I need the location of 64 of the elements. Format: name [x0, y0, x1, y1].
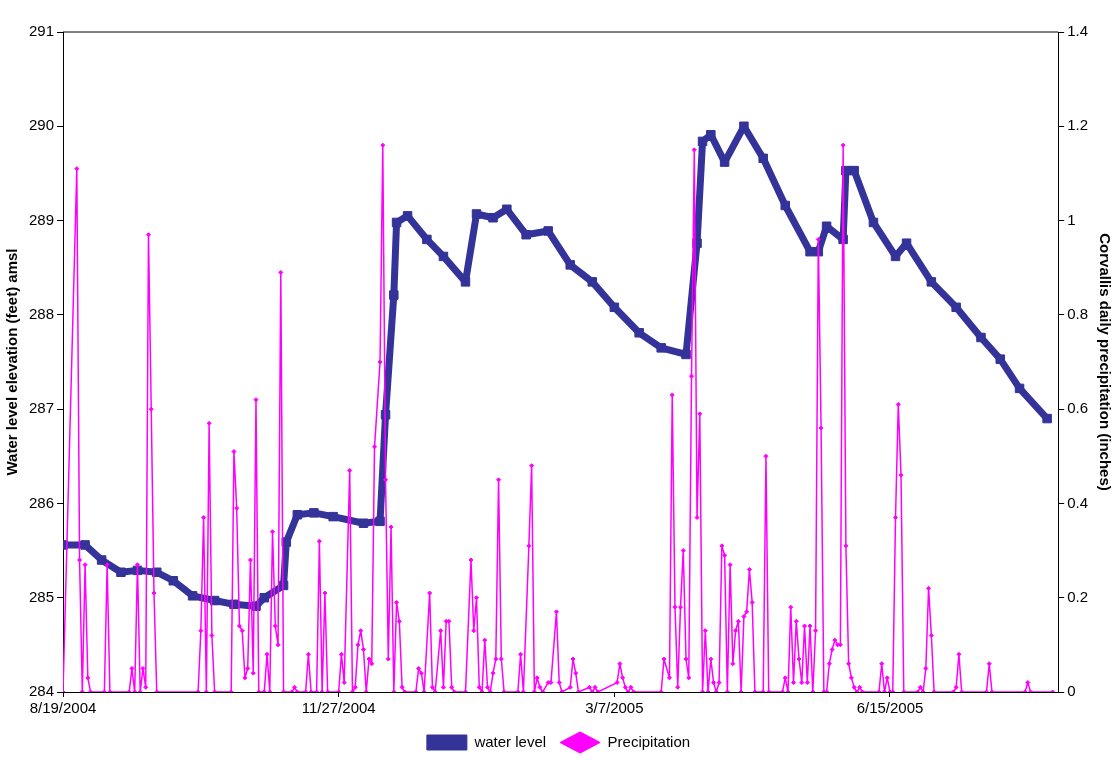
x-tick-label: 8/19/2004	[29, 699, 97, 717]
y-axis-title: Water level elevation (feet) amsl	[3, 248, 21, 476]
point	[926, 277, 937, 287]
x-tick-label: 11/27/2004	[301, 699, 376, 717]
point	[422, 234, 432, 245]
point	[543, 226, 553, 236]
y-tick-label: 286	[29, 493, 55, 511]
point	[292, 510, 303, 520]
point	[521, 229, 531, 240]
y-tick-label: 289	[29, 210, 55, 228]
point	[995, 354, 1005, 364]
point	[951, 302, 961, 313]
point	[96, 555, 107, 565]
y-tick-label: 288	[29, 305, 55, 322]
point	[116, 567, 126, 577]
y2-tick-label: 0	[1067, 682, 1076, 700]
y2-axis-title: Corvallis daily precipitation (inches)	[1096, 233, 1114, 491]
y2-tick-label: 1.2	[1067, 116, 1089, 134]
point	[259, 592, 269, 603]
point	[609, 302, 620, 313]
y2-tick-label: 1	[1067, 210, 1076, 228]
point	[849, 165, 859, 176]
point	[780, 200, 790, 211]
point	[868, 217, 879, 228]
point	[488, 213, 498, 223]
y2-tick-label: 0.4	[1067, 493, 1089, 511]
y-tick-label: 285	[29, 587, 55, 605]
point	[375, 516, 385, 527]
point	[805, 246, 815, 257]
point	[402, 211, 413, 221]
point	[681, 349, 691, 360]
point	[309, 508, 319, 518]
point	[438, 251, 449, 262]
y-tick-label: 287	[29, 399, 55, 417]
point	[460, 277, 471, 287]
point	[187, 591, 198, 601]
y-tick-label: 284	[29, 682, 55, 700]
point	[1042, 413, 1052, 424]
y-tick-label: 291	[29, 22, 55, 40]
point	[821, 221, 832, 231]
point	[389, 290, 399, 300]
point	[634, 328, 644, 338]
y2-tick-label: 1.4	[1067, 22, 1089, 40]
point	[168, 576, 179, 586]
point	[587, 277, 598, 287]
y2-tick-label: 0.6	[1067, 399, 1089, 417]
point	[1014, 383, 1025, 394]
point	[656, 343, 666, 353]
point	[391, 217, 402, 228]
point	[758, 153, 768, 164]
y-tick-label: 290	[29, 116, 55, 134]
legend-label: water level	[473, 732, 547, 750]
legend-label: Precipitation	[607, 732, 691, 750]
point	[328, 511, 338, 522]
point	[565, 260, 575, 270]
x-tick-label: 3/7/2005	[585, 699, 644, 717]
x-tick-label: 6/15/2005	[856, 699, 924, 717]
point	[358, 518, 369, 528]
point	[697, 136, 708, 147]
point	[976, 332, 986, 343]
point	[80, 540, 90, 550]
point	[471, 209, 482, 219]
y2-tick-label: 0.2	[1067, 587, 1089, 605]
y2-tick-label: 0.8	[1067, 305, 1089, 322]
